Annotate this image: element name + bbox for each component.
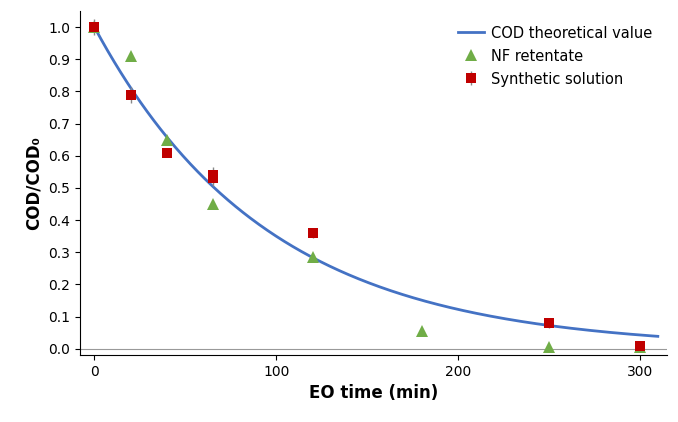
NF retentate: [127, 54, 135, 59]
COD theoretical value: [654, 334, 662, 339]
NF retentate: [90, 24, 98, 30]
Line: COD theoretical value: COD theoretical value: [94, 27, 658, 336]
Line: NF retentate: NF retentate: [89, 22, 645, 353]
NF retentate: [544, 345, 553, 350]
Legend: COD theoretical value, NF retentate, Synthetic solution: COD theoretical value, NF retentate, Syn…: [450, 19, 660, 94]
X-axis label: EO time (min): EO time (min): [308, 384, 438, 403]
COD theoretical value: [466, 310, 475, 315]
COD theoretical value: [235, 207, 243, 212]
Y-axis label: COD/COD₀: COD/COD₀: [24, 136, 43, 230]
COD theoretical value: [422, 299, 431, 304]
NF retentate: [209, 202, 217, 207]
NF retentate: [308, 254, 317, 260]
COD theoretical value: [345, 273, 353, 278]
NF retentate: [418, 328, 426, 333]
NF retentate: [163, 137, 172, 142]
COD theoretical value: [90, 24, 98, 30]
COD theoretical value: [515, 319, 523, 324]
NF retentate: [635, 345, 643, 350]
COD theoretical value: [190, 165, 198, 170]
